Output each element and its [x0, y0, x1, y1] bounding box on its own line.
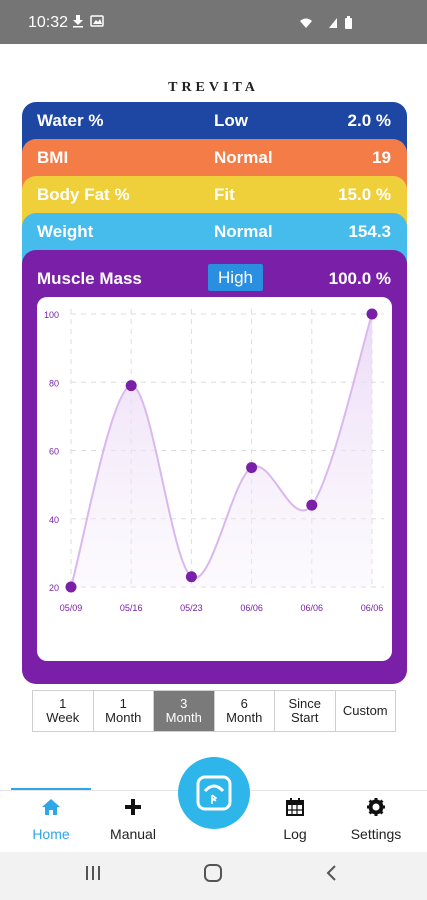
y-tick-label: 20	[49, 583, 59, 593]
status-time: 10:32	[28, 14, 69, 31]
data-point	[246, 462, 258, 474]
android-nav-bar	[0, 852, 427, 900]
body-fat-label: Body Fat %	[37, 185, 130, 204]
back-icon[interactable]	[324, 864, 338, 888]
nav-log-label: Log	[283, 826, 307, 842]
data-point	[65, 581, 77, 593]
data-point	[125, 380, 137, 392]
muscle-mass-card[interactable]: Muscle Mass High 100.0 % 20 40 60 80 100 05/0…	[22, 250, 407, 684]
data-point	[366, 308, 378, 320]
body-fat-value: 15.0 %	[338, 185, 391, 204]
series-area	[71, 314, 372, 587]
muscle-status-badge: High	[208, 264, 263, 291]
x-tick-label: 06/06	[301, 603, 324, 613]
nav-manual-label: Manual	[110, 826, 156, 842]
range-option-line1: 1	[119, 696, 127, 711]
bmi-label: BMI	[37, 148, 69, 167]
status-bar: 10:32	[0, 0, 427, 44]
water-value: 2.0 %	[347, 111, 391, 130]
x-tick-label: 05/16	[120, 603, 143, 613]
gear-icon	[336, 798, 416, 822]
download-icon	[73, 15, 104, 28]
body-fat-status: Fit	[214, 185, 235, 204]
range-option-line2: Month	[105, 710, 142, 725]
home-system-icon[interactable]	[203, 864, 223, 888]
nav-log[interactable]: Log	[255, 798, 335, 842]
data-point	[185, 571, 197, 583]
water-status: Low	[214, 111, 248, 130]
series-line	[70, 313, 373, 588]
nav-manual[interactable]: Manual	[93, 798, 173, 842]
bmi-status: Normal	[214, 148, 273, 167]
nav-active-indicator	[11, 788, 91, 790]
data-point	[306, 499, 318, 511]
x-tick-label: 06/06	[361, 603, 384, 613]
nav-home[interactable]: Home	[11, 798, 91, 842]
range-option-line1: 1	[59, 696, 67, 711]
range-option-3[interactable]: 6 Month	[214, 691, 275, 731]
y-tick-label: 80	[49, 378, 59, 388]
x-tick-label: 05/23	[180, 603, 203, 613]
range-option-5[interactable]: Custom	[335, 691, 395, 731]
range-option-line1: 3	[180, 696, 188, 711]
weight-label: Weight	[37, 222, 94, 241]
muscle-mass-value: 100.0 %	[328, 269, 391, 288]
nav-home-label: Home	[32, 826, 70, 842]
range-option-line2: Month	[165, 710, 202, 725]
nav-settings[interactable]: Settings	[336, 798, 416, 842]
water-label: Water %	[37, 111, 104, 130]
muscle-mass-chart: 20 40 60 80 100 05/09 05/16 05/23 06/06 06/06 06/0…	[37, 297, 392, 661]
x-tick-label: 06/06	[240, 603, 263, 613]
range-option-0[interactable]: 1 Week	[33, 691, 94, 731]
y-tick-label: 100	[44, 310, 59, 320]
range-option-line1: 6	[240, 696, 248, 711]
system-icons	[299, 16, 357, 33]
x-tick-label: 05/09	[60, 603, 83, 613]
range-option-line1: Since	[288, 696, 322, 711]
nav-settings-label: Settings	[350, 826, 402, 842]
y-tick-label: 40	[49, 515, 59, 525]
time-range-selector: 1 Week 1 Month 3 Month 6 Month Since Start Custom	[32, 690, 396, 732]
plus-icon	[93, 798, 173, 822]
scale-sync-button[interactable]	[178, 757, 250, 829]
wifi-signal-battery-icon	[300, 16, 352, 29]
weight-status: Normal	[214, 222, 273, 241]
range-option-line2: Week	[46, 710, 80, 725]
range-option-line2: Start	[291, 710, 319, 725]
weight-value: 154.3	[348, 222, 391, 241]
muscle-mass-label: Muscle Mass	[37, 269, 142, 288]
recent-apps-icon[interactable]	[84, 864, 102, 888]
y-tick-label: 60	[49, 447, 59, 457]
bmi-value: 19	[372, 148, 391, 167]
range-option-4[interactable]: Since Start	[275, 691, 336, 731]
notification-icons	[72, 14, 106, 31]
chart-svg: 20 40 60 80 100 05/09 05/16 05/23 06/06 06/06 06/0…	[44, 308, 384, 613]
range-option-1[interactable]: 1 Month	[93, 691, 154, 731]
bluetooth-scale-icon	[196, 775, 232, 811]
range-option-2[interactable]: 3 Month	[154, 691, 215, 731]
brand-logo: TREVITA	[168, 80, 259, 95]
home-icon	[11, 798, 91, 822]
range-option-line1: Custom	[342, 703, 388, 718]
calendar-icon	[255, 798, 335, 822]
range-option-line2: Month	[226, 710, 263, 725]
